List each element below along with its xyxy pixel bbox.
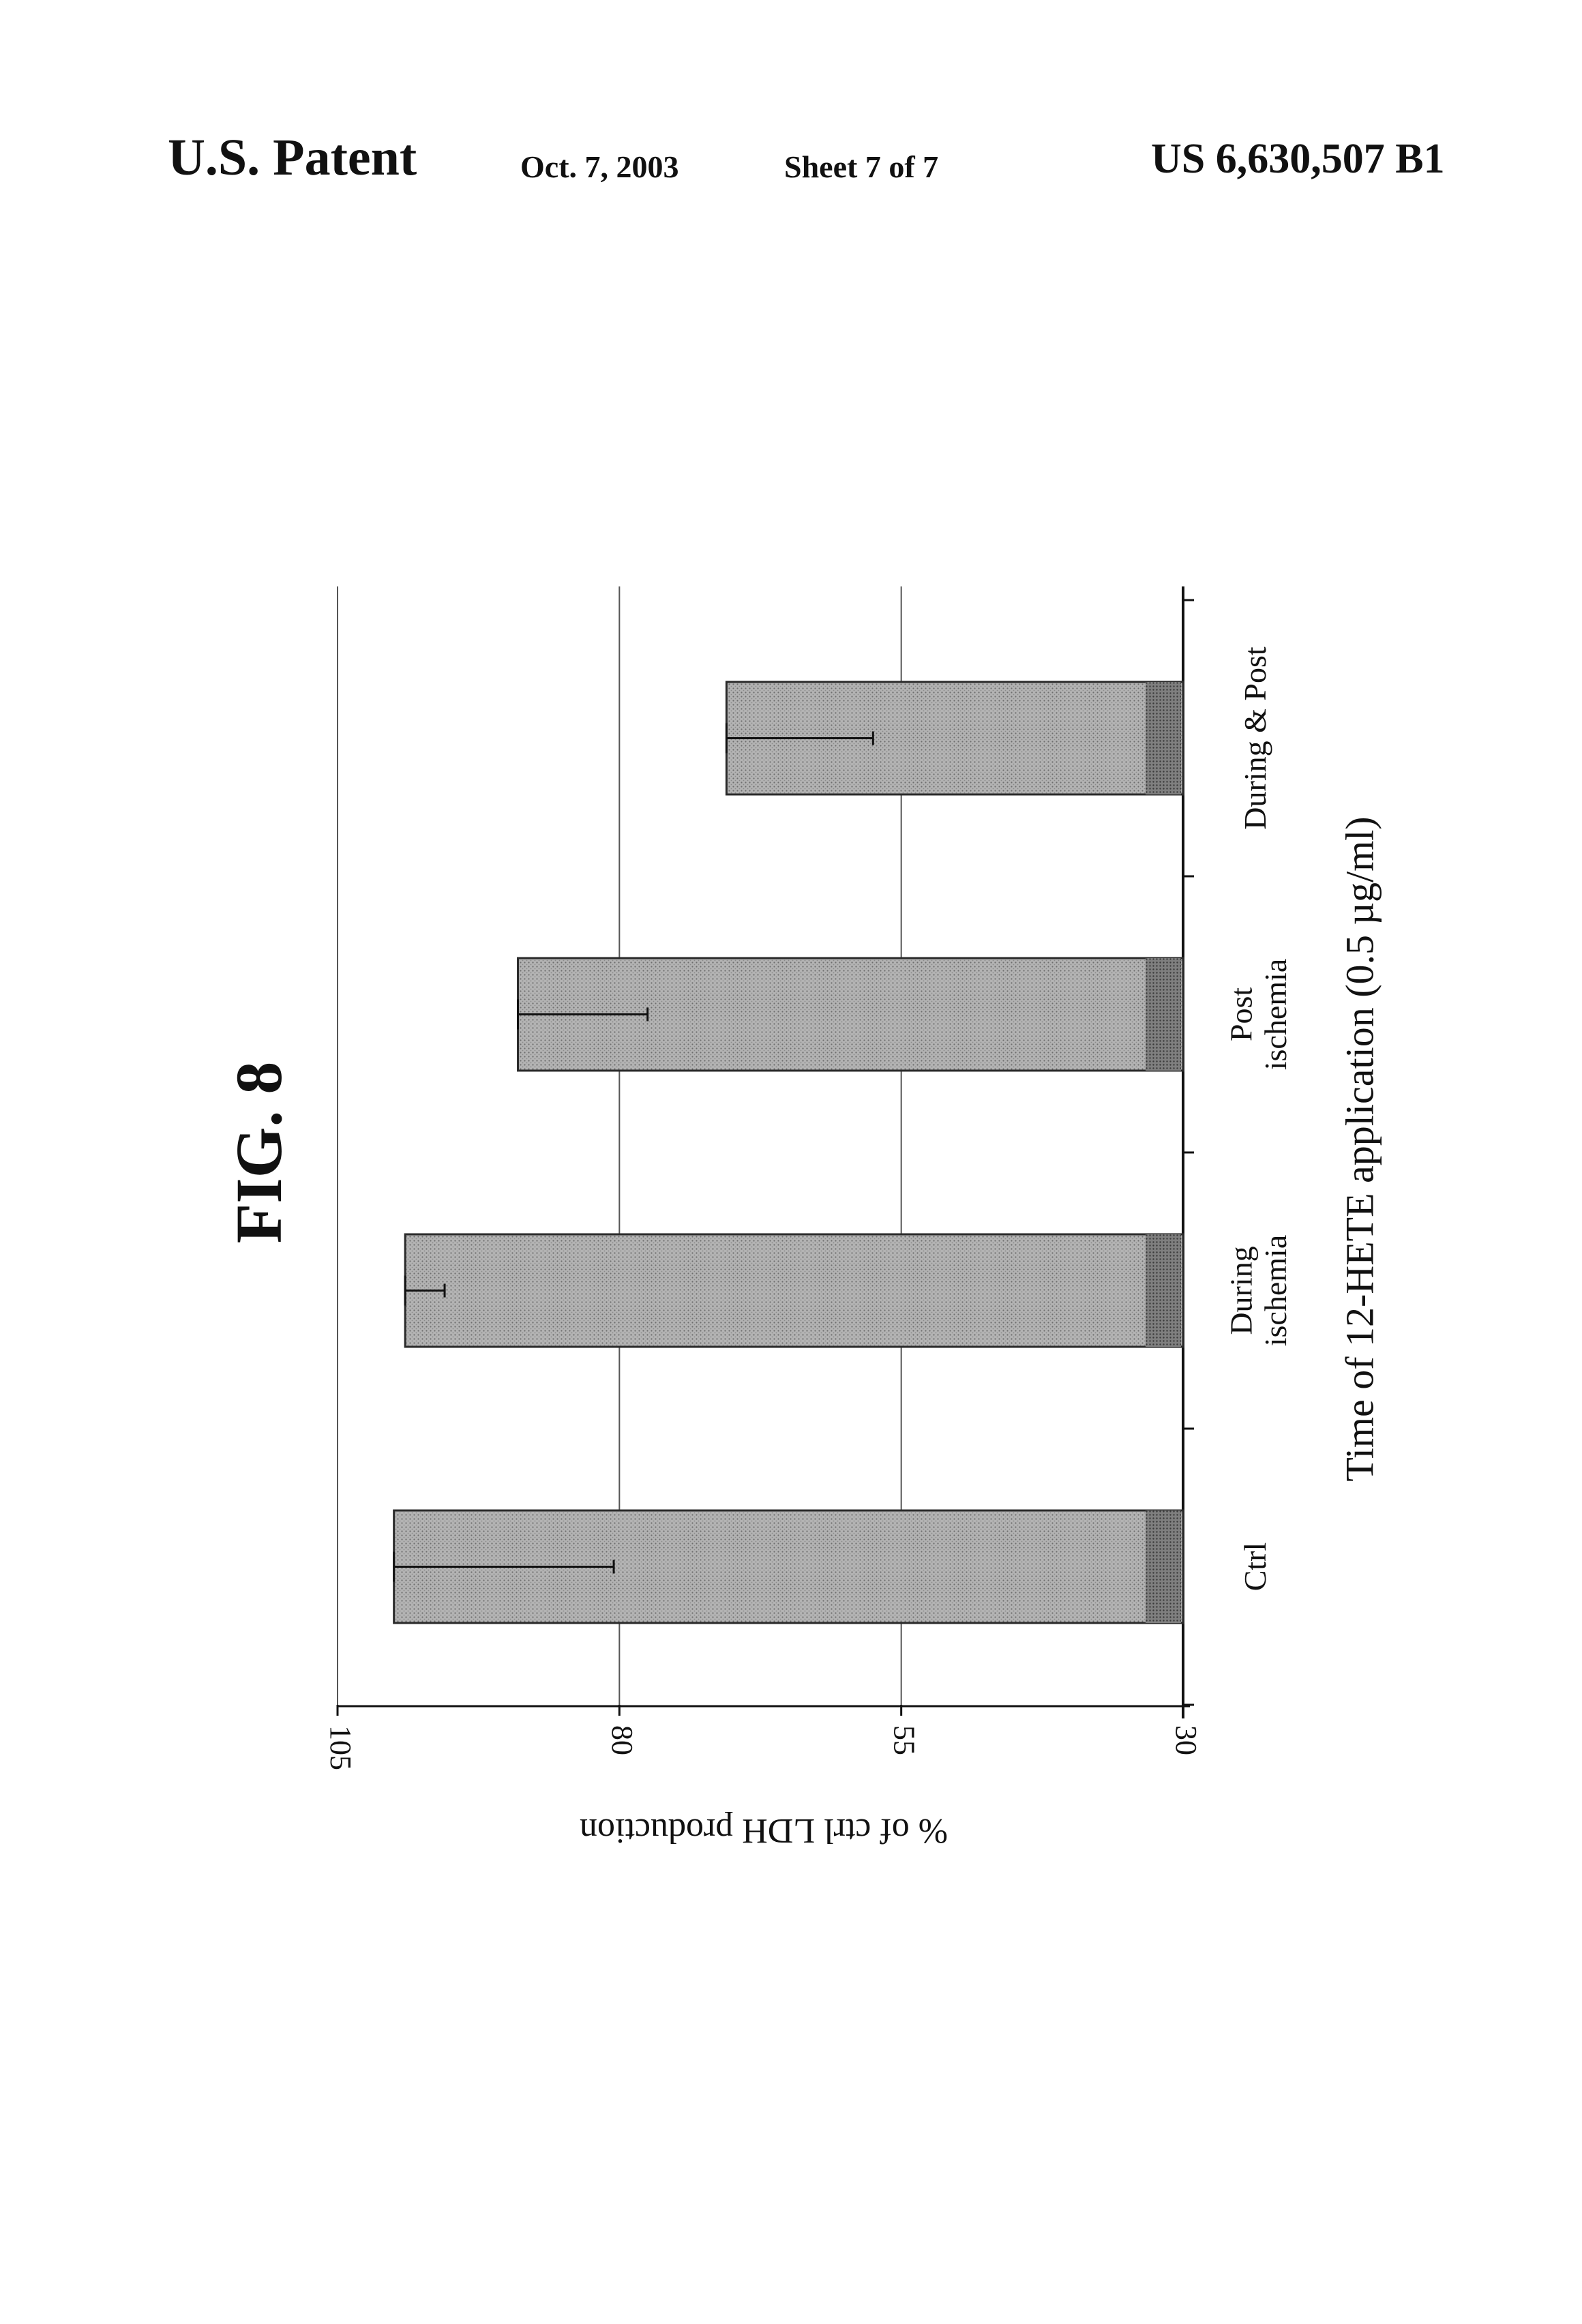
category-label-2: Postischemia: [1223, 959, 1293, 1071]
bar-1: [404, 1233, 1184, 1348]
category-label-0: Ctrl: [1238, 1543, 1272, 1592]
category-label-1: Duringischemia: [1223, 1235, 1293, 1347]
sheet-number: Sheet 7 of 7: [784, 149, 939, 184]
y-axis-title: % of ctrl LDH production: [580, 1811, 948, 1850]
value-tick-label-55: 55: [888, 1725, 921, 1755]
patent-publisher: U.S. Patent: [168, 129, 417, 186]
x-axis-title: Time of 12-HETE application (0.5 µg/ml): [1337, 816, 1382, 1481]
figure-label: FIG. 8: [222, 1062, 295, 1244]
bar-base-shade-3: [1146, 682, 1181, 794]
value-tick-label-105: 105: [324, 1725, 357, 1770]
patent-date: Oct. 7, 2003: [520, 149, 679, 184]
patent-number: US 6,630,507 B1: [1151, 136, 1445, 182]
value-tick-label-80: 80: [606, 1725, 639, 1755]
bar-base-shade-2: [1146, 958, 1181, 1071]
category-label-3: During & Post: [1238, 646, 1272, 830]
value-tick-label-30: 30: [1169, 1725, 1203, 1755]
bar-base-shade-1: [1146, 1234, 1181, 1347]
bar-base-shade-0: [1146, 1510, 1181, 1623]
